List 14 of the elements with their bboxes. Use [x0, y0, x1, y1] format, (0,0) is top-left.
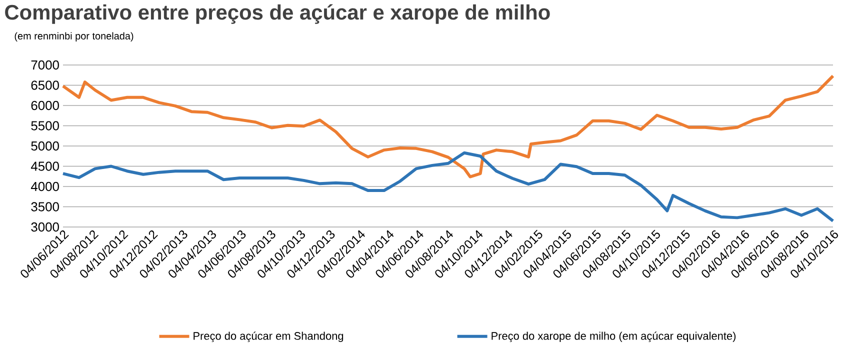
legend-label: Preço do açúcar em Shandong: [194, 332, 344, 342]
y-tick-label: 7000: [31, 60, 59, 70]
y-tick-label: 5000: [31, 141, 59, 151]
line-series: [62, 74, 835, 178]
y-tick-label: 3000: [31, 222, 59, 232]
y-tick-label: 4500: [30, 162, 59, 171]
chart-subtitle: (em renminbi por tonelada): [14, 32, 134, 42]
chart-title: Comparativo entre preços de açúcar e xarope de milho: [5, 4, 550, 24]
y-tick-label: 5500: [31, 121, 59, 130]
y-tick-label: 6000: [31, 100, 59, 110]
y-tick-label: 6500: [31, 80, 59, 90]
y-tick-label: 4000: [30, 182, 59, 192]
legend-label: Preço do xarope de milho (em açúcar equivalente): [492, 332, 736, 342]
y-tick-label: 3500: [31, 202, 59, 212]
